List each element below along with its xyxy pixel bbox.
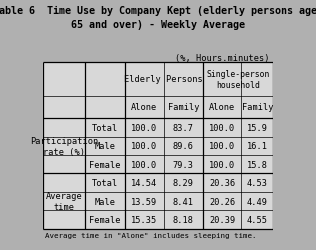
Text: Single-person
household: Single-person household (207, 69, 270, 89)
Bar (43, 62, 273, 119)
Text: 100.0: 100.0 (131, 124, 157, 132)
Text: 14.54: 14.54 (131, 178, 157, 188)
Text: 8.18: 8.18 (173, 215, 194, 224)
Text: 8.41: 8.41 (173, 197, 194, 206)
Text: Average
time: Average time (46, 191, 82, 211)
Text: 13.59: 13.59 (131, 197, 157, 206)
Text: 4.53: 4.53 (247, 178, 268, 188)
Text: Alone: Alone (209, 103, 235, 112)
Text: 20.39: 20.39 (209, 215, 235, 224)
Text: Total: Total (92, 124, 118, 132)
Text: Average time in "Alone" includes sleeping time.: Average time in "Alone" includes sleepin… (45, 232, 256, 238)
Text: 8.29: 8.29 (173, 178, 194, 188)
Text: 16.1: 16.1 (247, 142, 268, 151)
Text: (%, Hours.minutes): (%, Hours.minutes) (175, 54, 270, 63)
Text: 79.3: 79.3 (173, 160, 194, 169)
Text: 15.9: 15.9 (247, 124, 268, 132)
Text: 100.0: 100.0 (131, 142, 157, 151)
Text: 89.6: 89.6 (173, 142, 194, 151)
Text: Female: Female (89, 215, 121, 224)
Text: 20.26: 20.26 (209, 197, 235, 206)
Text: 15.35: 15.35 (131, 215, 157, 224)
Text: Family: Family (241, 103, 273, 112)
Text: 100.0: 100.0 (209, 124, 235, 132)
Text: Elderly Persons: Elderly Persons (125, 75, 203, 84)
Text: Family: Family (168, 103, 199, 112)
Text: 100.0: 100.0 (209, 160, 235, 169)
Text: Male: Male (94, 142, 115, 151)
Text: Alone: Alone (131, 103, 157, 112)
Text: 4.55: 4.55 (247, 215, 268, 224)
Text: Total: Total (92, 178, 118, 188)
Text: Table 6  Time Use by Company Kept (elderly persons aged
65 and over) - Weekly Av: Table 6 Time Use by Company Kept (elderl… (0, 6, 316, 30)
Text: Male: Male (94, 197, 115, 206)
Text: 20.36: 20.36 (209, 178, 235, 188)
Bar (43, 119, 273, 229)
Text: 83.7: 83.7 (173, 124, 194, 132)
Text: 4.49: 4.49 (247, 197, 268, 206)
Text: 100.0: 100.0 (209, 142, 235, 151)
Text: Female: Female (89, 160, 121, 169)
Text: Participation
rate (%): Participation rate (%) (30, 136, 98, 156)
Text: 15.8: 15.8 (247, 160, 268, 169)
Text: 100.0: 100.0 (131, 160, 157, 169)
